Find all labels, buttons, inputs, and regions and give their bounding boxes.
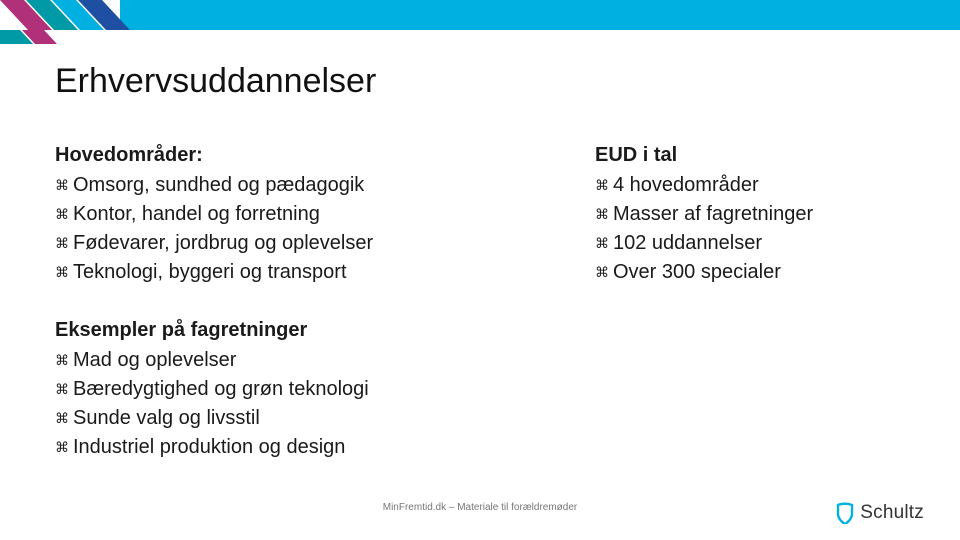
list-item-text: Sunde valg og livsstil bbox=[73, 404, 260, 433]
fagretninger-list: ⌘Mad og oplevelser ⌘Bæredygtighed og grø… bbox=[55, 346, 595, 462]
list-item-text: Bæredygtighed og grøn teknologi bbox=[73, 375, 369, 404]
list-item-text: Over 300 specialer bbox=[613, 258, 781, 287]
block-hovedomraader: Hovedområder: ⌘Omsorg, sundhed og pædago… bbox=[55, 142, 595, 287]
list-item: ⌘Omsorg, sundhed og pædagogik bbox=[55, 171, 595, 200]
header-bar bbox=[120, 0, 960, 30]
logo-text: Schultz bbox=[860, 502, 924, 524]
right-column: EUD i tal ⌘4 hovedområder ⌘Masser af fag… bbox=[595, 142, 895, 492]
list-item-text: Teknologi, byggeri og transport bbox=[73, 258, 347, 287]
list-item: ⌘4 hovedområder bbox=[595, 171, 895, 200]
list-item-text: 102 uddannelser bbox=[613, 229, 762, 258]
list-item: ⌘Masser af fagretninger bbox=[595, 200, 895, 229]
header-stripes bbox=[0, 0, 140, 40]
bullet-icon: ⌘ bbox=[595, 171, 613, 200]
bullet-icon: ⌘ bbox=[55, 200, 73, 229]
bullet-icon: ⌘ bbox=[55, 258, 73, 287]
list-item-text: Fødevarer, jordbrug og oplevelser bbox=[73, 229, 373, 258]
list-item: ⌘Kontor, handel og forretning bbox=[55, 200, 595, 229]
list-item: ⌘Industriel produktion og design bbox=[55, 433, 595, 462]
bullet-icon: ⌘ bbox=[55, 433, 73, 462]
list-item: ⌘Sunde valg og livsstil bbox=[55, 404, 595, 433]
list-item: ⌘Fødevarer, jordbrug og oplevelser bbox=[55, 229, 595, 258]
block-fagretninger: Eksempler på fagretninger ⌘Mad og opleve… bbox=[55, 317, 595, 462]
bullet-icon: ⌘ bbox=[595, 258, 613, 287]
list-item: ⌘Bæredygtighed og grøn teknologi bbox=[55, 375, 595, 404]
block-heading: EUD i tal bbox=[595, 142, 895, 169]
list-item: ⌘Mad og oplevelser bbox=[55, 346, 595, 375]
bullet-icon: ⌘ bbox=[55, 171, 73, 200]
block-heading: Hovedområder: bbox=[55, 142, 595, 169]
page-title: Erhvervsuddannelser bbox=[55, 62, 376, 101]
list-item-text: Mad og oplevelser bbox=[73, 346, 236, 375]
bullet-icon: ⌘ bbox=[55, 375, 73, 404]
slide: Erhvervsuddannelser Hovedområder: ⌘Omsor… bbox=[0, 0, 960, 540]
bullet-icon: ⌘ bbox=[55, 229, 73, 258]
bullet-icon: ⌘ bbox=[595, 200, 613, 229]
block-eud-tal: EUD i tal ⌘4 hovedområder ⌘Masser af fag… bbox=[595, 142, 895, 287]
hovedomraader-list: ⌘Omsorg, sundhed og pædagogik ⌘Kontor, h… bbox=[55, 171, 595, 287]
list-item: ⌘102 uddannelser bbox=[595, 229, 895, 258]
logo-mark-icon bbox=[835, 502, 855, 524]
bullet-icon: ⌘ bbox=[55, 404, 73, 433]
list-item: ⌘Over 300 specialer bbox=[595, 258, 895, 287]
bullet-icon: ⌘ bbox=[595, 229, 613, 258]
list-item-text: Masser af fagretninger bbox=[613, 200, 813, 229]
footer: MinFremtid.dk – Materiale til forældremø… bbox=[0, 502, 960, 522]
list-item-text: Kontor, handel og forretning bbox=[73, 200, 320, 229]
bullet-icon: ⌘ bbox=[55, 346, 73, 375]
block-heading: Eksempler på fagretninger bbox=[55, 317, 595, 344]
footer-text: MinFremtid.dk – Materiale til forældremø… bbox=[383, 502, 578, 513]
eud-tal-list: ⌘4 hovedområder ⌘Masser af fagretninger … bbox=[595, 171, 895, 287]
content-area: Hovedområder: ⌘Omsorg, sundhed og pædago… bbox=[55, 142, 905, 492]
list-item: ⌘Teknologi, byggeri og transport bbox=[55, 258, 595, 287]
header-stripe-graphic bbox=[0, 0, 140, 44]
brand-logo: Schultz bbox=[835, 500, 924, 526]
list-item-text: 4 hovedområder bbox=[613, 171, 759, 200]
left-column: Hovedområder: ⌘Omsorg, sundhed og pædago… bbox=[55, 142, 595, 492]
list-item-text: Industriel produktion og design bbox=[73, 433, 345, 462]
list-item-text: Omsorg, sundhed og pædagogik bbox=[73, 171, 364, 200]
